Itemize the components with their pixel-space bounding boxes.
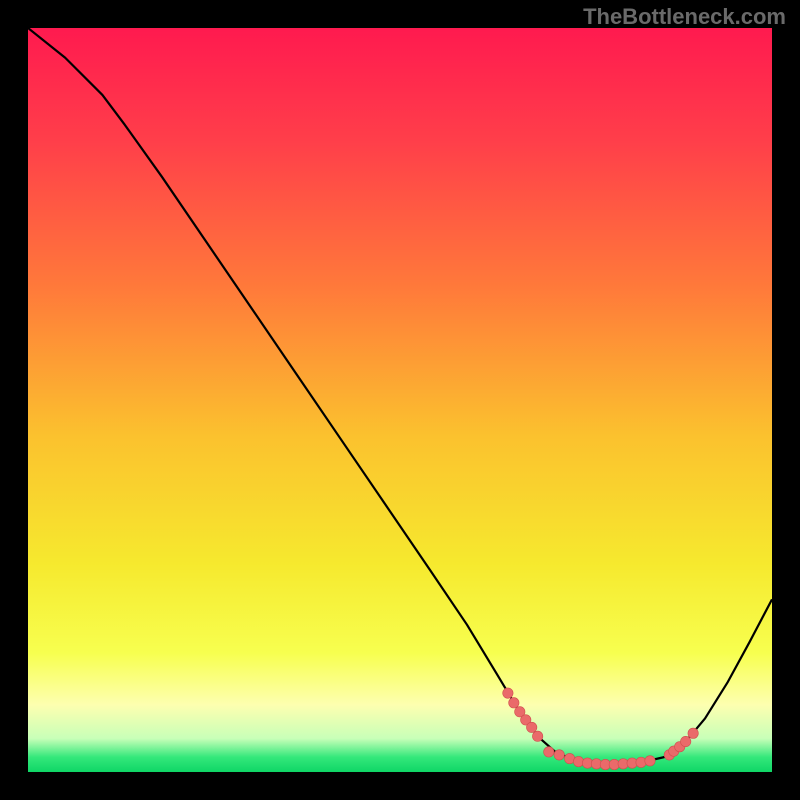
curve-marker <box>526 722 536 732</box>
bottleneck-curve-chart <box>0 0 800 800</box>
curve-marker <box>554 750 564 760</box>
watermark-text: TheBottleneck.com <box>583 4 786 30</box>
curve-marker <box>645 756 655 766</box>
curve-marker <box>681 736 691 746</box>
chart-root: TheBottleneck.com <box>0 0 800 800</box>
curve-marker <box>688 728 698 738</box>
plot-background-gradient <box>28 28 772 772</box>
curve-marker <box>544 747 554 757</box>
curve-marker <box>503 688 513 698</box>
curve-marker <box>509 698 519 708</box>
curve-marker <box>532 731 542 741</box>
